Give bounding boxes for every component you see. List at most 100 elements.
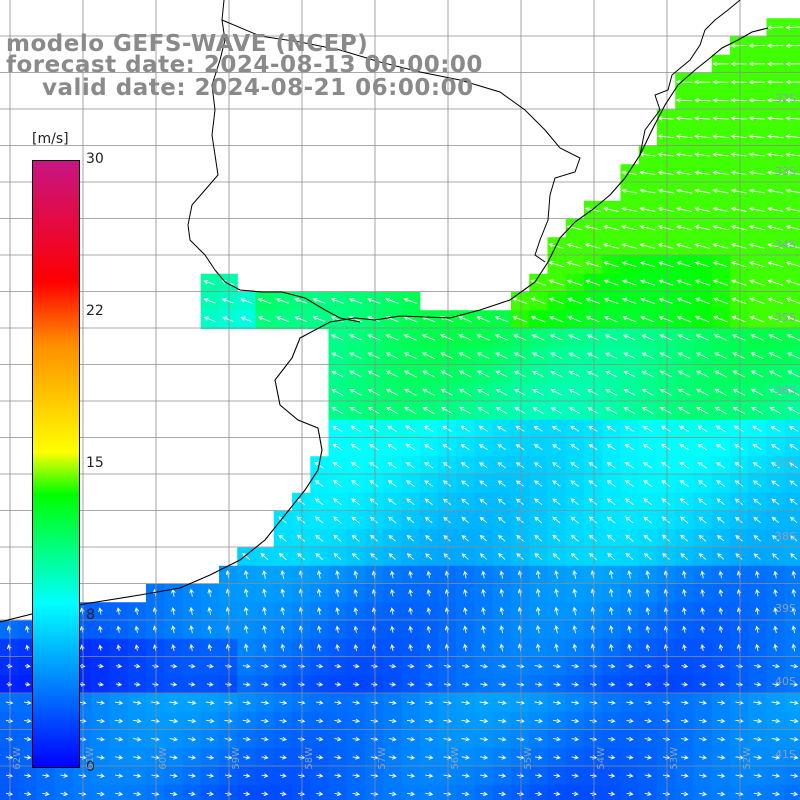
wind-arrows [5,25,800,797]
wind-arrow [385,407,399,415]
wind-arrow [353,643,359,651]
wind-arrow [406,700,416,705]
wind-arrow [403,370,417,378]
wind-arrow [748,152,765,157]
wind-arrow [25,625,30,633]
wind-arrow [695,370,709,378]
wind-arrow [134,663,141,669]
wind-arrow [97,681,104,687]
wind-arrow [717,791,726,797]
wind-arrow [532,389,544,396]
wind-arrow [584,206,601,212]
wind-arrow [604,334,618,341]
wind-arrow [787,352,800,360]
wind-arrow [243,791,251,797]
wind-arrow [771,755,781,760]
wind-arrow [443,736,452,742]
wind-arrow [24,736,32,742]
wind-arrow [644,736,653,742]
wind-arrow [352,736,361,742]
wind-arrow [640,279,655,286]
wind-arrow [79,663,86,669]
wind-arrow [481,588,486,597]
wind-arrow [627,625,632,634]
wind-arrow [768,334,782,341]
wind-arrow [350,443,361,451]
wind-arrow [206,773,215,778]
wind-arrow [189,643,194,652]
wind-arrow [698,516,707,524]
wind-arrow [770,462,780,469]
wind-arrow [730,97,747,103]
wind-arrow [753,498,762,505]
wind-arrow [695,334,709,341]
wind-arrow [680,700,689,705]
wind-arrow [244,643,249,652]
wind-arrow [331,334,344,341]
wind-arrow [242,663,251,669]
wind-arrow [390,643,395,651]
wind-arrow [351,480,361,487]
wind-arrow [588,425,598,432]
wind-arrow [535,624,541,634]
wind-arrow [554,643,559,652]
wind-arrow [694,134,711,139]
lon-label: 60W [158,747,169,770]
wind-arrow [554,570,559,579]
wind-arrow [753,736,763,742]
wind-arrow [424,480,433,487]
wind-arrow [115,663,123,669]
wind-arrow [694,188,711,194]
wind-arrow [675,188,692,194]
wind-arrow [789,444,799,451]
wind-speed-cell [784,255,800,275]
wind-arrow [240,298,252,304]
wind-arrow [608,569,614,579]
wind-arrow [425,791,434,797]
wind-arrow [351,516,360,524]
wind-arrow [262,643,267,652]
wind-arrow [626,663,634,669]
wind-arrow [676,297,692,305]
wind-arrow [535,606,541,616]
wind-arrow [697,443,708,451]
wind-arrow [353,625,359,633]
wind-arrow [718,625,724,633]
wind-arrow [134,607,140,615]
wind-arrow [385,388,399,396]
wind-arrow [773,570,778,579]
wind-arrow [461,682,470,687]
wind-arrow [133,755,142,760]
lon-label: 54W [596,747,607,770]
wind-arrow [516,534,524,542]
colorbar [32,160,80,768]
wind-arrow [406,498,415,506]
wind-arrow [443,535,451,542]
wind-arrow [748,170,765,176]
wind-arrow [602,206,619,212]
wind-arrow [695,352,709,360]
wind-arrow [568,389,581,396]
wind-arrow [279,718,288,724]
wind-arrow [114,700,124,706]
wind-arrow [680,791,689,797]
wind-arrow [698,498,707,506]
wind-arrow [513,334,527,341]
wind-arrow [442,480,452,487]
wind-arrow [169,773,178,778]
wind-arrow [715,461,726,469]
wind-arrow [625,534,634,542]
wind-arrow [458,334,472,341]
wind-arrow [205,700,215,706]
wind-arrow [644,718,653,724]
wind-arrow [443,553,451,560]
wind-arrow [426,570,432,579]
wind-arrow [657,206,674,212]
wind-arrow [713,297,729,305]
wind-speed-cell [784,273,800,293]
wind-arrow [621,188,638,194]
wind-arrow [730,224,747,231]
wind-arrow [605,389,617,396]
wind-arrow [568,352,581,359]
wind-arrow [533,425,543,432]
